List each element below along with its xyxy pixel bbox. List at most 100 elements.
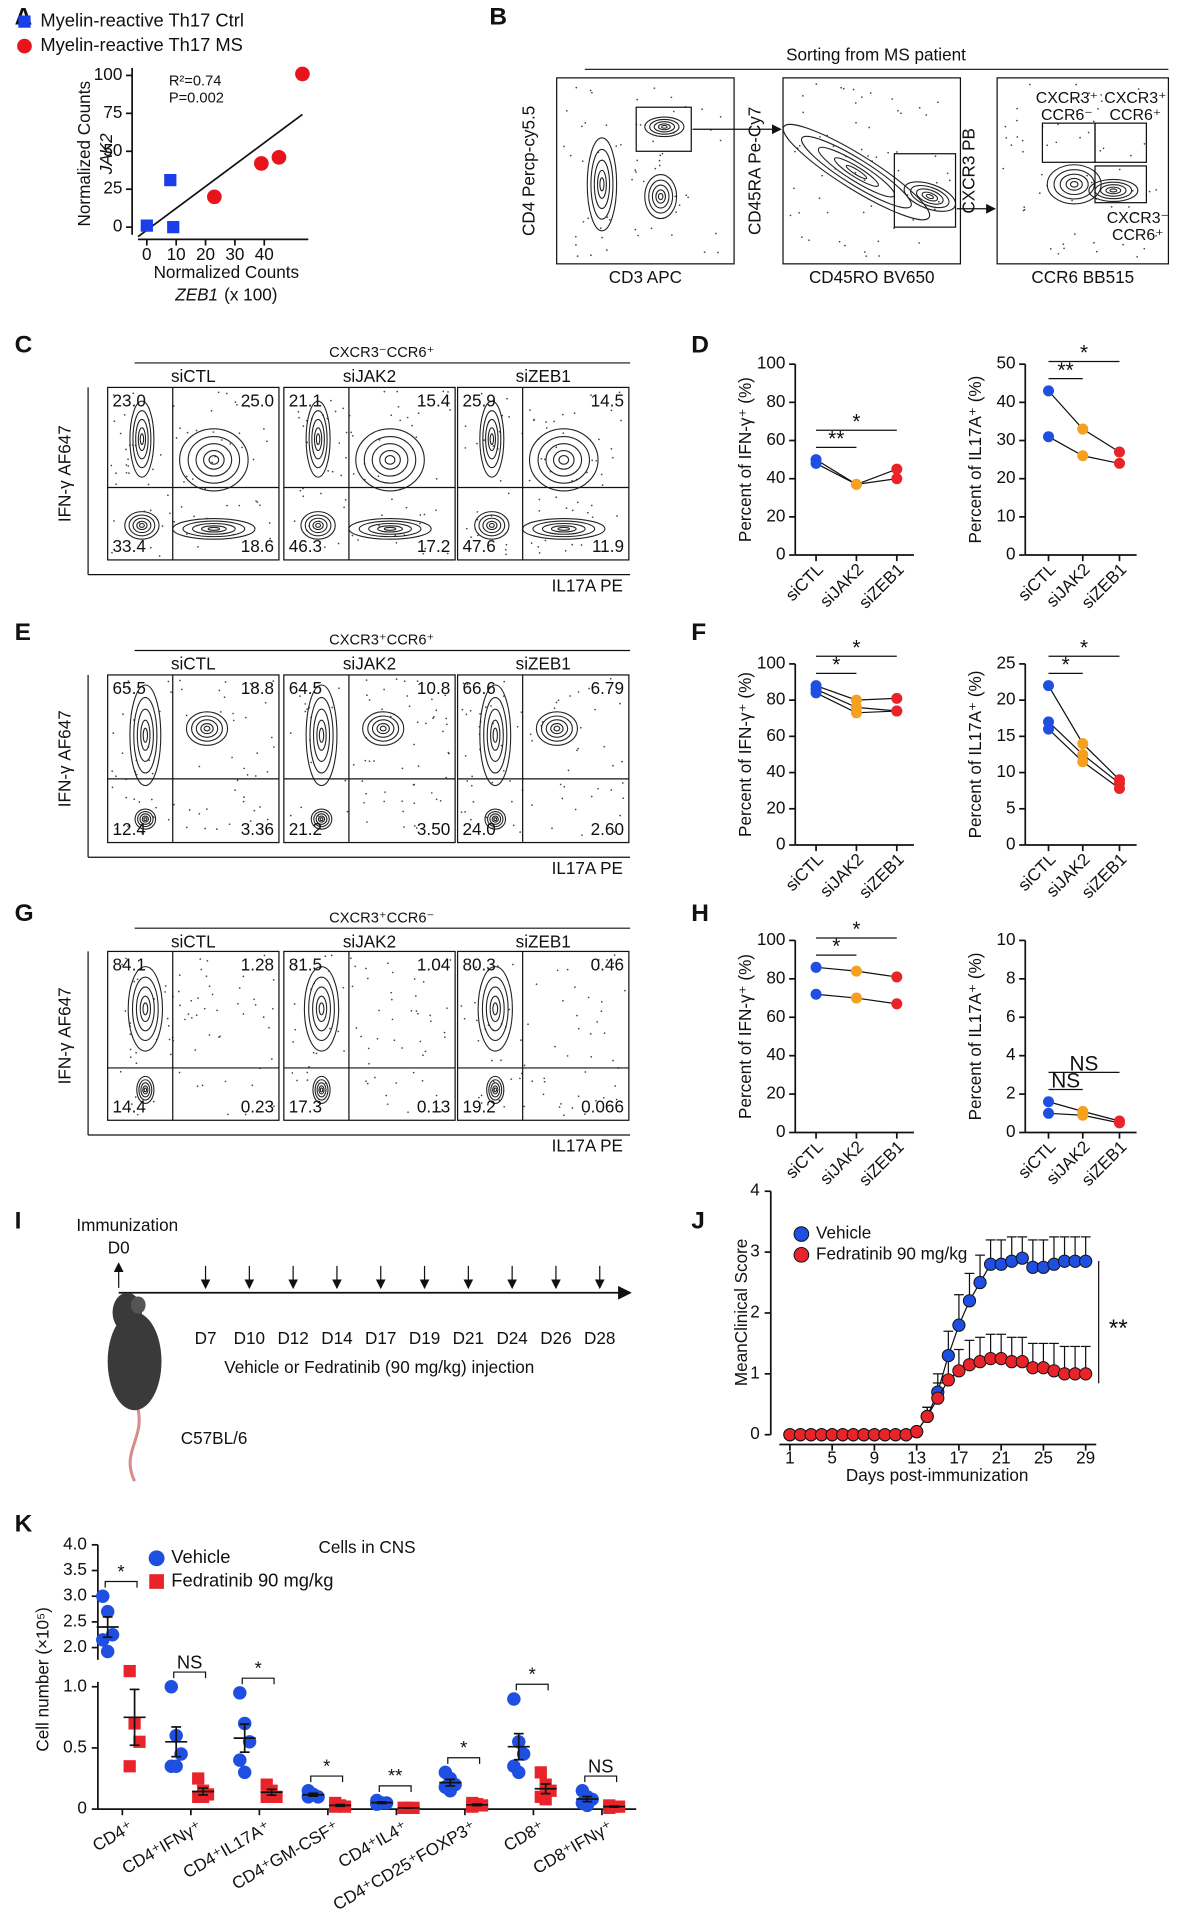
- contour: [376, 722, 390, 735]
- event-dot: [918, 242, 921, 244]
- contour: [140, 719, 151, 751]
- y-tick-label: 40: [766, 762, 785, 781]
- quadrant-value: 6.79: [591, 679, 624, 698]
- x-axis-label-unit: (x 100): [224, 285, 277, 304]
- contour: [488, 1079, 503, 1101]
- chart-title: Cells in CNS: [319, 1538, 416, 1557]
- event-dot: [364, 759, 367, 762]
- contour: [137, 427, 147, 452]
- event-dot: [299, 489, 302, 492]
- contour: [550, 722, 564, 735]
- x-tick-label: siZEB1: [855, 560, 907, 612]
- event-dot: [1002, 167, 1005, 170]
- contour: [132, 410, 152, 469]
- event-dot: [129, 1022, 132, 1024]
- event-dot: [862, 211, 865, 214]
- y-axis-label: Cell number (×10⁵): [34, 1607, 53, 1752]
- significance-label: *: [852, 918, 860, 941]
- trend-line: [137, 113, 303, 238]
- contour: [316, 719, 327, 751]
- event-dot: [179, 679, 181, 682]
- event-dot: [419, 522, 421, 525]
- event-dot: [128, 472, 130, 474]
- event-dot: [637, 234, 640, 237]
- event-dot: [445, 717, 448, 720]
- event-dot: [151, 772, 154, 775]
- event-dot: [504, 548, 507, 551]
- event-dot: [1016, 107, 1018, 110]
- event-dot: [205, 975, 208, 978]
- event-dot: [363, 801, 366, 804]
- event-dot: [268, 1026, 270, 1029]
- event-dot: [650, 227, 653, 230]
- y-axis-label: CD45RA Pe-Cy7: [746, 107, 765, 235]
- event-dot: [155, 806, 157, 809]
- contour: [1065, 177, 1083, 191]
- event-dot: [294, 964, 296, 967]
- event-dot: [1046, 144, 1049, 147]
- contour: [921, 191, 939, 202]
- event-dot: [671, 234, 673, 236]
- contour: [128, 514, 156, 537]
- event-dot: [430, 792, 433, 794]
- event-dot: [136, 1113, 139, 1116]
- event-dot: [365, 792, 368, 795]
- event-dot: [394, 534, 397, 537]
- legend-label: Myelin-reactive Th17 MS: [40, 34, 243, 55]
- contour: [493, 1087, 498, 1093]
- point: [920, 1409, 934, 1424]
- x-tick-label: 20: [196, 245, 215, 264]
- contour: [131, 976, 159, 1042]
- plot-frame: [107, 674, 280, 844]
- event-dot: [302, 495, 305, 498]
- event-dot: [421, 1079, 424, 1082]
- event-dot: [465, 713, 468, 716]
- point: [123, 1664, 136, 1678]
- contour: [552, 450, 575, 470]
- point: [931, 1391, 945, 1405]
- event-dot: [499, 480, 502, 482]
- event-dot: [815, 83, 818, 86]
- event-dot: [249, 682, 252, 685]
- event-dot: [229, 443, 232, 445]
- point: [443, 1784, 457, 1798]
- event-dot: [510, 1078, 513, 1080]
- contour: [489, 433, 495, 446]
- x-tick-label: 29: [1076, 1449, 1095, 1468]
- event-dot: [535, 983, 538, 986]
- event-dot: [343, 506, 345, 509]
- event-dot: [562, 1114, 565, 1117]
- event-dot: [190, 999, 193, 1002]
- event-dot: [594, 708, 596, 711]
- event-dot: [195, 429, 198, 432]
- event-dot: [615, 145, 618, 147]
- contour: [315, 433, 321, 446]
- gate-label: CXCR3⁺: [1036, 90, 1098, 107]
- event-dot: [412, 1071, 415, 1074]
- event-dot: [609, 677, 612, 680]
- event-dot: [127, 825, 129, 828]
- event-dot: [474, 1001, 476, 1004]
- condition-label: siJAK2: [343, 655, 396, 674]
- event-dot: [183, 480, 185, 483]
- y-tick-label: 0.5: [63, 1737, 87, 1756]
- contour: [182, 520, 246, 538]
- contour: [141, 815, 149, 823]
- point: [1043, 385, 1055, 397]
- event-dot: [368, 1062, 370, 1065]
- event-dot: [234, 401, 237, 403]
- event-dot: [658, 159, 661, 162]
- strain-label: C57BL/6: [181, 1429, 248, 1448]
- y-axis-label: CD4 Percp-cy5.5: [519, 106, 538, 236]
- contour: [479, 400, 505, 478]
- y-tick-label: 15: [996, 726, 1015, 745]
- event-dot: [241, 446, 243, 449]
- event-dot: [1080, 99, 1083, 102]
- y-tick-label: 2.0: [63, 1637, 87, 1656]
- event-dot: [870, 205, 873, 207]
- y-axis-label: Normalized Counts: [75, 81, 94, 227]
- contour: [187, 436, 241, 484]
- event-dot: [187, 1013, 190, 1015]
- event-dot: [422, 401, 424, 404]
